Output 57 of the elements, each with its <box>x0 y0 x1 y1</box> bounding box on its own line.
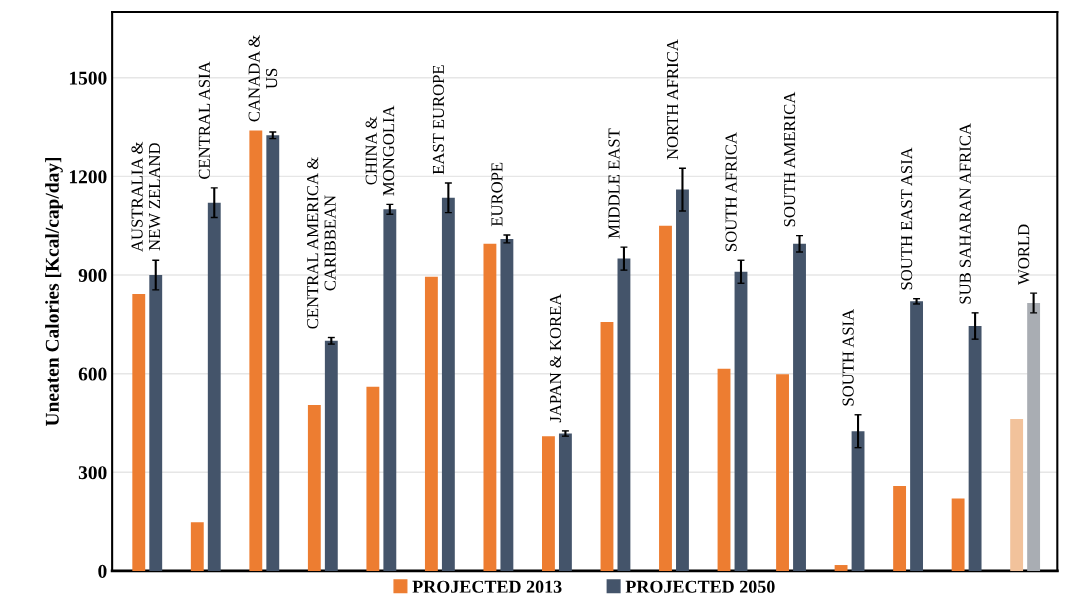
bar <box>383 209 397 571</box>
x-tick-label: AUSTRALIA & NEW ZELAND <box>131 141 161 252</box>
bar <box>834 565 848 571</box>
x-tick-label: SOUTH ASIA <box>842 308 854 406</box>
x-tick-label: CHINA & MONGOLIA <box>365 105 395 196</box>
x-tick-label: CENTRAL ASIA <box>198 61 210 180</box>
x-tick-label: CANADA & US <box>248 34 278 122</box>
x-tick-label: NORTH AFRICA <box>666 39 679 160</box>
bar <box>659 225 672 571</box>
bar <box>617 258 631 571</box>
x-tick-label: SOUTH AFRICA <box>725 132 737 251</box>
bar <box>132 294 146 571</box>
x-tick-label: SOUTH EAST ASIA <box>901 147 913 290</box>
y-tick-label: 0 <box>98 564 107 578</box>
x-tick-label: WORLD <box>1018 224 1030 285</box>
y-tick-label: 600 <box>78 367 107 381</box>
y-tick-label: 900 <box>78 268 107 282</box>
x-tick-label: EAST EUROPE <box>432 65 445 175</box>
y-tick-label: 1500 <box>69 71 107 85</box>
bar <box>734 271 748 571</box>
bar <box>717 368 731 571</box>
bar <box>366 386 380 571</box>
x-tick-label: CENTRAL AMERICA & CARIBBEAN <box>307 157 336 329</box>
x-tick-label: SUB SAHARAN AFRICA <box>959 123 971 304</box>
bar <box>324 340 338 571</box>
bar <box>893 486 907 571</box>
bar <box>483 243 497 571</box>
y-tick-label: 1200 <box>69 170 107 184</box>
bar <box>249 130 263 571</box>
bar <box>266 135 280 571</box>
bar <box>149 275 163 571</box>
x-tick-label: MIDDLE EAST <box>608 128 620 239</box>
bar <box>190 522 204 571</box>
y-axis-title: Uneaten Calories [Kcal/cap/day] <box>45 157 63 427</box>
legend-label: PROJECTED 2050 <box>625 580 775 593</box>
bar <box>307 404 321 571</box>
bar <box>776 374 789 571</box>
x-tick-label: EUROPE <box>491 162 503 227</box>
bar <box>968 326 982 571</box>
bar <box>441 197 455 571</box>
bar <box>207 202 221 571</box>
y-tick-label: 300 <box>78 466 107 480</box>
bar <box>500 238 514 571</box>
bar <box>951 498 965 571</box>
bar <box>600 322 614 571</box>
x-tick-label: SOUTH AMERICA <box>784 91 796 227</box>
bar <box>1027 302 1041 571</box>
bar <box>424 276 438 571</box>
bar <box>542 436 555 571</box>
bar <box>558 433 572 571</box>
bar <box>676 189 689 571</box>
legend-label: PROJECTED 2013 <box>412 580 562 593</box>
bar <box>910 301 923 571</box>
bar <box>851 431 865 571</box>
bar <box>1010 419 1024 571</box>
bar <box>793 243 806 571</box>
x-tick-label: JAPAN & KOREA <box>549 293 562 423</box>
